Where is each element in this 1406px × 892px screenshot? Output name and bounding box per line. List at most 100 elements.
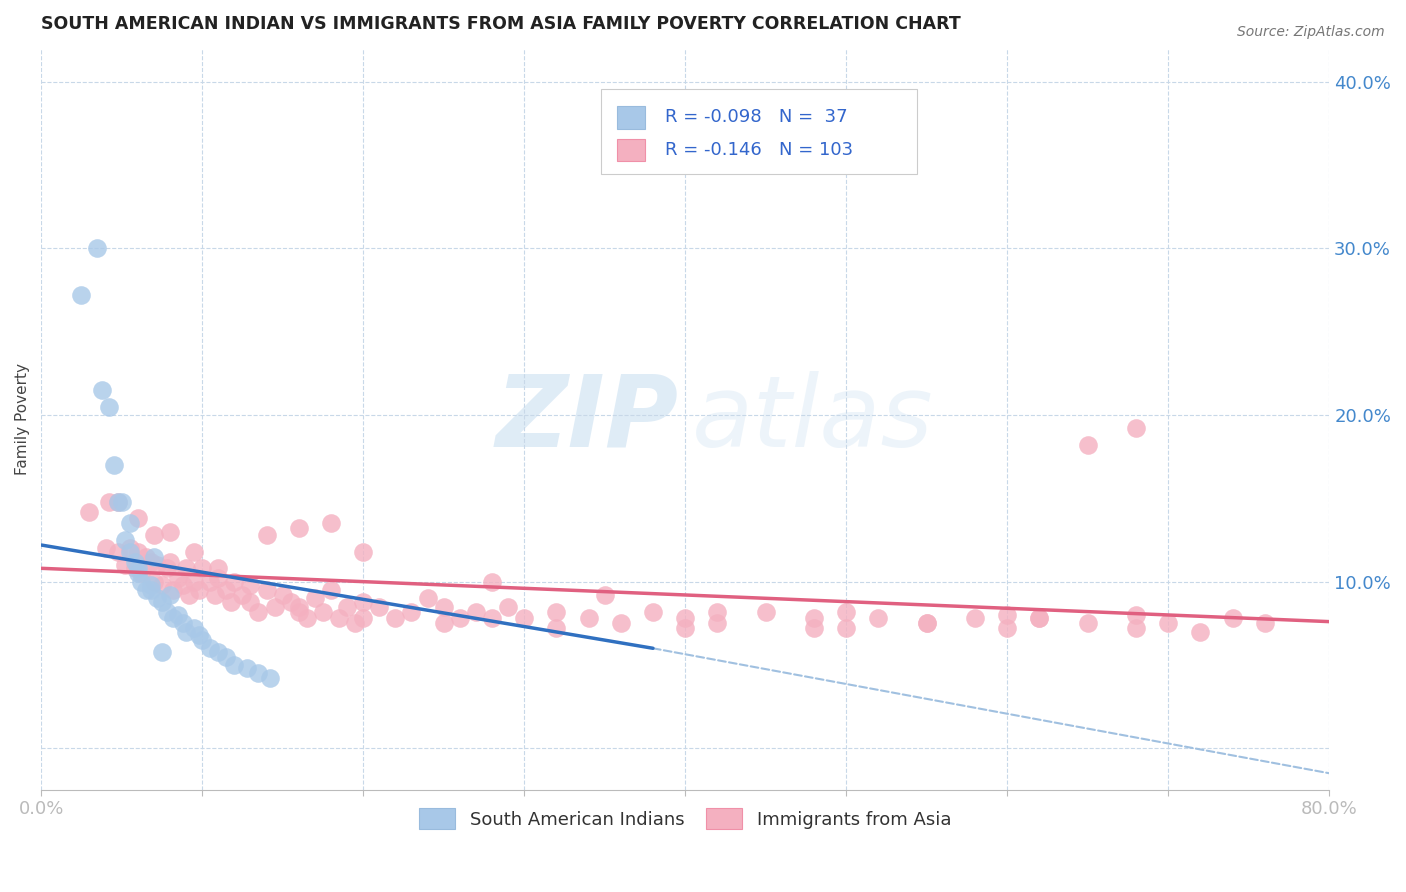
Point [94, 541, 117, 556]
Point [215, 649, 238, 664]
Point [231, 588, 253, 602]
Point [263, 599, 285, 614]
Point [401, 605, 423, 619]
Point [167, 571, 190, 585]
Point [114, 533, 136, 547]
Point [198, 574, 221, 589]
Point [416, 591, 439, 606]
Point [127, 561, 149, 575]
Point [174, 624, 197, 639]
Point [187, 628, 209, 642]
Point [97, 400, 120, 414]
Point [352, 544, 374, 558]
Text: SOUTH AMERICAN INDIAN VS IMMIGRANTS FROM ASIA FAMILY POVERTY CORRELATION CHART: SOUTH AMERICAN INDIAN VS IMMIGRANTS FROM… [41, 15, 960, 33]
Point [578, 611, 600, 625]
Point [247, 605, 270, 619]
Point [641, 605, 664, 619]
Point [107, 494, 129, 508]
Point [142, 574, 165, 589]
Point [129, 574, 152, 589]
Point [159, 555, 181, 569]
Point [963, 611, 986, 625]
Point [1028, 611, 1050, 625]
Point [159, 524, 181, 539]
Point [191, 632, 214, 647]
Point [187, 582, 209, 597]
Point [352, 611, 374, 625]
Point [215, 582, 238, 597]
Point [481, 574, 503, 589]
Point [835, 621, 858, 635]
Point [868, 611, 890, 625]
Point [256, 582, 278, 597]
Point [156, 561, 179, 575]
Text: ZIP: ZIP [496, 371, 679, 467]
Point [142, 528, 165, 542]
Point [107, 494, 129, 508]
Point [107, 544, 129, 558]
Point [204, 588, 226, 602]
Point [146, 558, 169, 572]
Point [706, 616, 728, 631]
Point [496, 599, 519, 614]
Point [91, 383, 114, 397]
Point [167, 607, 190, 622]
Bar [617, 139, 645, 161]
Point [172, 616, 194, 631]
Point [1125, 607, 1147, 622]
Point [207, 645, 229, 659]
Point [915, 616, 938, 631]
Point [280, 594, 302, 608]
Point [139, 555, 162, 569]
Point [287, 599, 309, 614]
Point [239, 594, 262, 608]
Point [464, 605, 486, 619]
Point [1077, 616, 1099, 631]
Point [150, 578, 173, 592]
Point [481, 611, 503, 625]
Point [546, 605, 568, 619]
Point [706, 605, 728, 619]
Point [304, 591, 326, 606]
Point [207, 561, 229, 575]
Point [803, 611, 825, 625]
Point [433, 616, 456, 631]
Point [146, 591, 169, 606]
Point [174, 561, 197, 575]
Point [1189, 624, 1212, 639]
Point [162, 582, 184, 597]
Point [344, 616, 367, 631]
FancyBboxPatch shape [602, 89, 917, 175]
Point [150, 594, 173, 608]
Point [111, 494, 134, 508]
Point [1125, 421, 1147, 435]
Point [328, 611, 350, 625]
Point [79, 505, 101, 519]
Point [135, 582, 157, 597]
Point [159, 588, 181, 602]
Point [135, 549, 157, 564]
Text: R = -0.146   N = 103: R = -0.146 N = 103 [665, 141, 852, 159]
Point [384, 611, 406, 625]
Point [673, 611, 696, 625]
Point [129, 566, 152, 581]
Text: atlas: atlas [692, 371, 934, 467]
Point [70, 288, 93, 302]
Point [352, 594, 374, 608]
Point [124, 555, 146, 569]
Point [319, 516, 342, 531]
Point [368, 599, 391, 614]
Point [207, 571, 229, 585]
Point [259, 671, 281, 685]
Point [673, 621, 696, 635]
Point [593, 588, 616, 602]
Point [183, 574, 205, 589]
Point [127, 566, 149, 581]
Point [86, 241, 108, 255]
Point [287, 521, 309, 535]
Point [162, 611, 184, 625]
Point [236, 661, 259, 675]
Point [139, 578, 162, 592]
Point [1028, 611, 1050, 625]
Point [247, 666, 270, 681]
